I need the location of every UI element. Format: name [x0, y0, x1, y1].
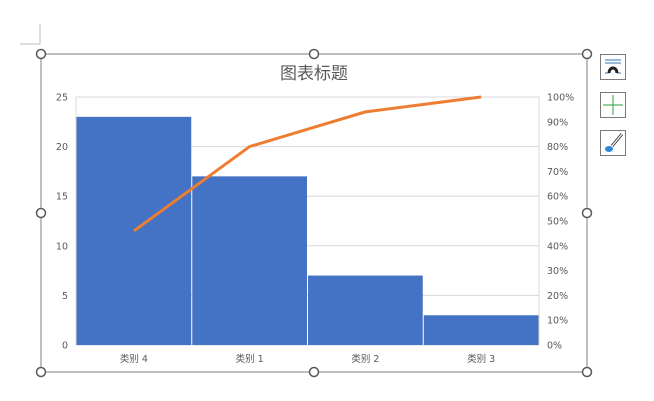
y2-tick-label: 10%	[547, 316, 568, 327]
chart-styles-brush-icon	[605, 133, 624, 152]
y-tick-label: 20	[56, 142, 68, 153]
resize-handle[interactable]	[35, 48, 47, 60]
y2-tick-label: 70%	[547, 167, 568, 178]
resize-handle[interactable]	[308, 48, 320, 60]
chart-title[interactable]: 图表标题	[280, 64, 348, 84]
cumulative-percent-line	[132, 95, 482, 233]
bar	[192, 176, 307, 345]
y2-tick-label: 30%	[547, 266, 568, 277]
y2-tick-label: 40%	[547, 241, 568, 252]
crop-corner-mark	[20, 24, 41, 45]
chart-elements-button[interactable]	[600, 54, 626, 80]
y2-tick-label: 80%	[547, 142, 568, 153]
x-tick-label: 类别 4	[120, 353, 148, 365]
y-tick-label: 0	[62, 341, 68, 352]
resize-handle[interactable]	[581, 207, 593, 219]
y-tick-label: 25	[56, 93, 68, 104]
x-tick-label: 类别 2	[351, 353, 379, 365]
y2-tick-label: 90%	[547, 117, 568, 128]
y-tick-label: 15	[56, 192, 68, 203]
y2-tick-label: 20%	[547, 291, 568, 302]
resize-handle[interactable]	[35, 366, 47, 378]
resize-handle[interactable]	[581, 48, 593, 60]
bar	[308, 275, 423, 345]
x-tick-label: 类别 3	[467, 353, 495, 365]
resize-handle[interactable]	[35, 207, 47, 219]
y2-tick-label: 50%	[547, 217, 568, 228]
y2-tick-label: 100%	[547, 93, 574, 104]
bar	[423, 315, 539, 345]
y-tick-label: 5	[62, 291, 68, 302]
chart-styles-button[interactable]	[600, 130, 626, 156]
y-tick-label: 10	[56, 241, 68, 252]
y2-tick-label: 60%	[547, 192, 568, 203]
x-tick-label: 类别 1	[236, 353, 264, 365]
chart-layout-icon	[603, 95, 623, 115]
chart-filters-button[interactable]	[600, 92, 626, 118]
chart-elements-icon	[605, 59, 621, 74]
y2-tick-label: 0%	[547, 341, 562, 352]
resize-handle[interactable]	[581, 366, 593, 378]
resize-handle[interactable]	[308, 366, 320, 378]
